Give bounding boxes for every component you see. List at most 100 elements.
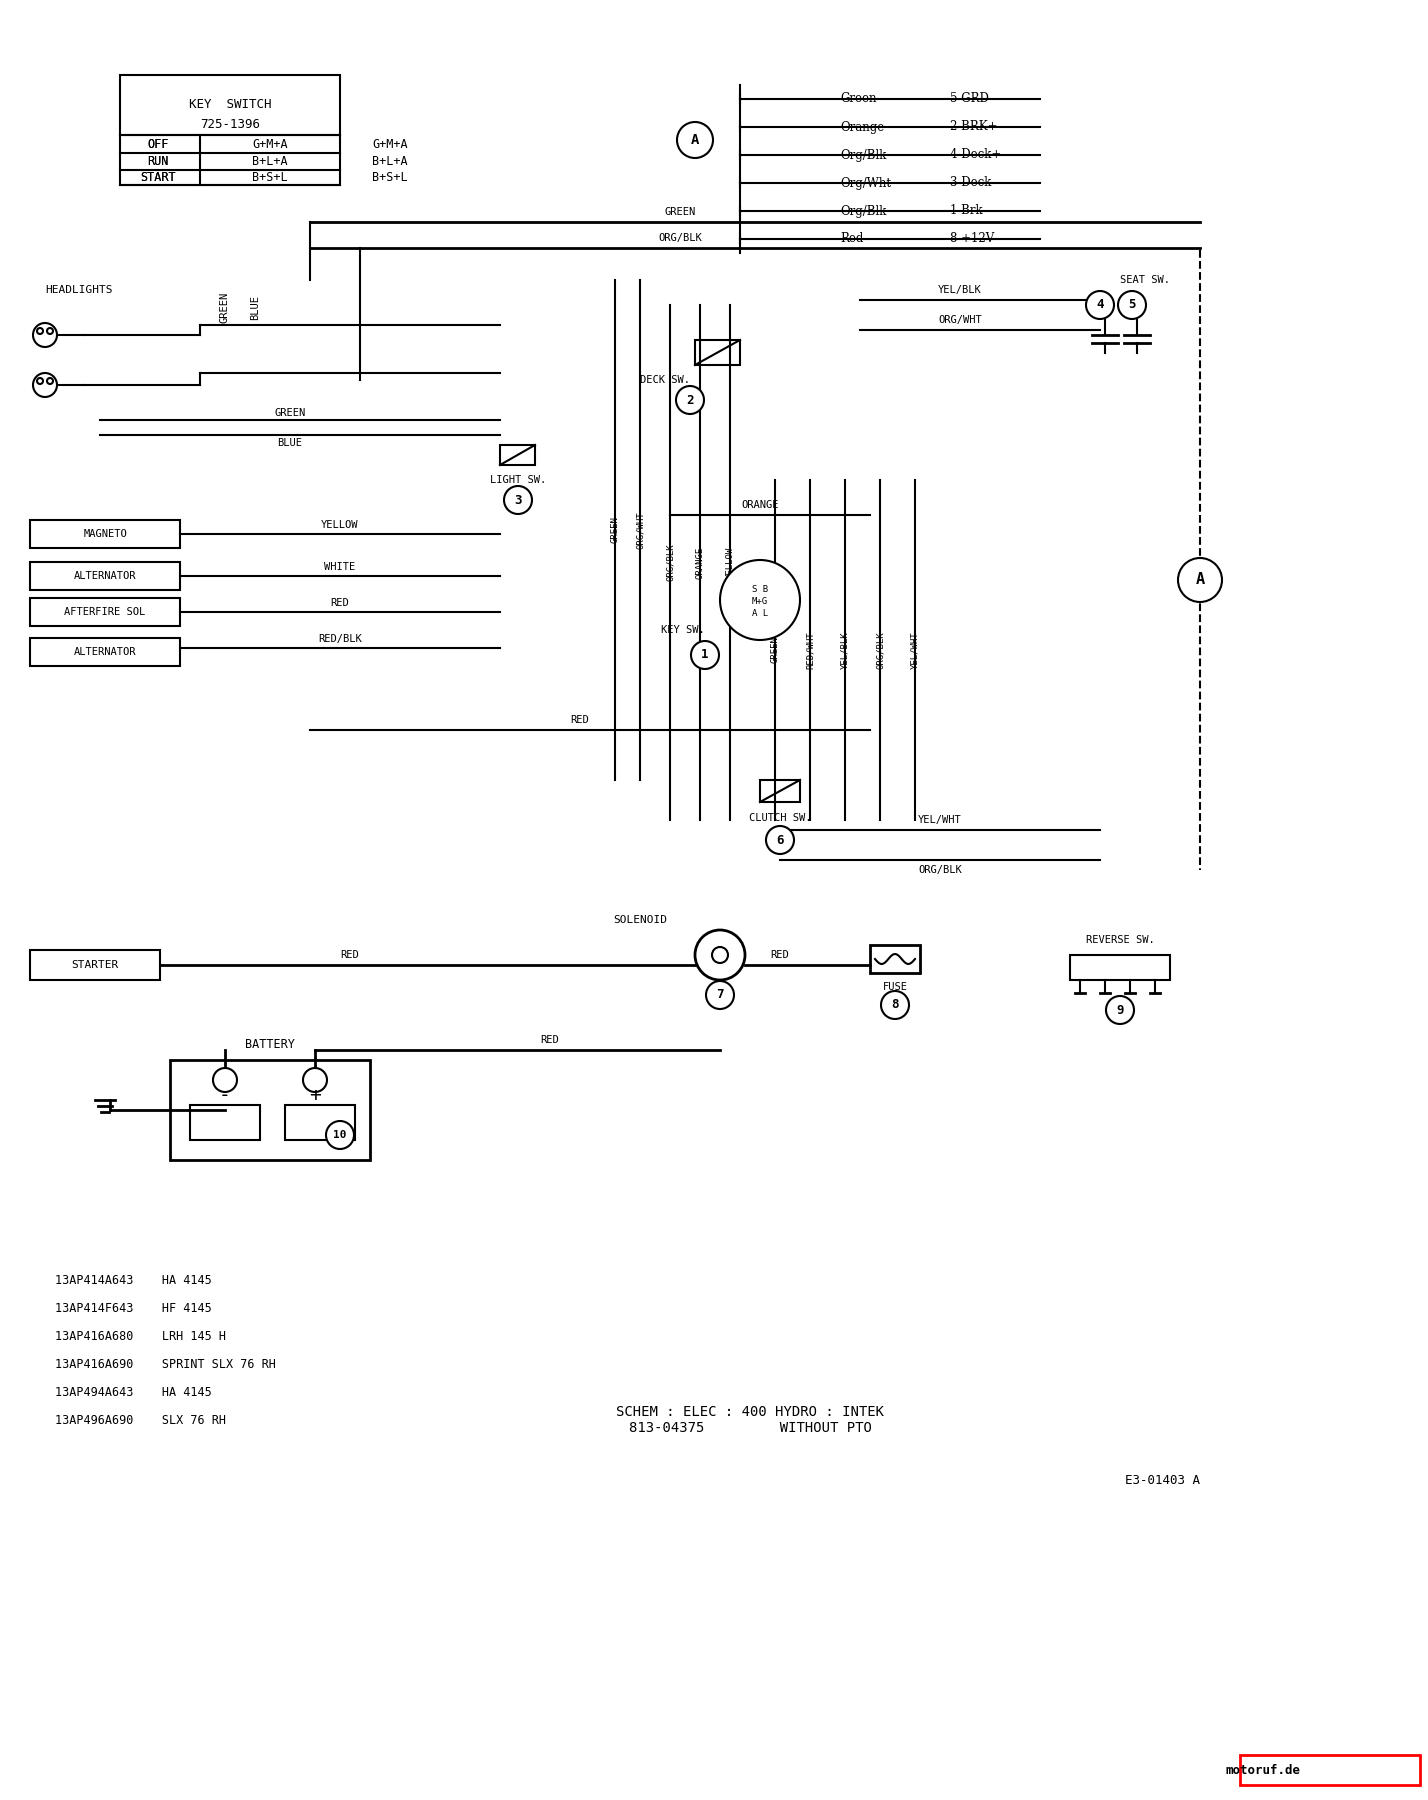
Circle shape [37,378,43,383]
Text: YEL/WHT: YEL/WHT [911,632,920,670]
Text: CLUTCH SW.: CLUTCH SW. [748,814,811,823]
Text: ORG/BLK: ORG/BLK [918,866,962,875]
Text: 13AP494A643    HA 4145: 13AP494A643 HA 4145 [56,1386,211,1399]
Text: YELLOW: YELLOW [725,547,734,578]
Circle shape [1178,558,1222,601]
Text: 1: 1 [701,648,708,662]
Text: 4 Deck+: 4 Deck+ [950,149,1001,162]
Text: RUN: RUN [147,155,169,167]
Text: DECK SW.: DECK SW. [640,374,690,385]
Circle shape [720,560,800,641]
Circle shape [303,1067,327,1093]
Text: OFF: OFF [147,137,169,151]
Bar [695,340,740,365]
Text: 13AP496A690    SLX 76 RH: 13AP496A690 SLX 76 RH [56,1413,226,1426]
Bar [30,950,160,979]
Circle shape [765,826,794,853]
Text: GREEN: GREEN [664,207,695,218]
Text: 8: 8 [891,999,898,1012]
Bar [30,598,180,626]
Text: BATTERY: BATTERY [246,1039,296,1051]
Circle shape [691,641,720,670]
Text: Green: Green [840,92,877,106]
Text: 5: 5 [1128,299,1135,311]
Text: RED/BLK: RED/BLK [318,634,361,644]
Text: G+M+A: G+M+A [253,137,288,151]
Text: RUN: RUN [147,155,169,167]
Circle shape [213,1067,237,1093]
Text: B+L+A: B+L+A [253,155,288,167]
Bar [286,1105,356,1139]
Text: SCHEM : ELEC : 400 HYDRO : INTEK
813-04375         WITHOUT PTO: SCHEM : ELEC : 400 HYDRO : INTEK 813-043… [615,1404,884,1435]
Text: M+G: M+G [753,598,768,607]
Circle shape [326,1121,354,1148]
Text: WHITE: WHITE [324,562,356,572]
Text: 3 Deck-: 3 Deck- [950,176,995,189]
Text: S B: S B [753,585,768,594]
Text: 1 Brk-: 1 Brk- [950,205,987,218]
Text: A: A [1195,572,1205,587]
Text: ALTERNATOR: ALTERNATOR [74,571,136,581]
Text: KEY SW.: KEY SW. [661,625,705,635]
Text: MAGNETO: MAGNETO [83,529,127,538]
Circle shape [37,328,43,335]
Bar [1070,956,1170,979]
Text: 6: 6 [777,833,784,846]
Text: YEL/BLK: YEL/BLK [841,632,850,670]
Text: 10: 10 [333,1130,347,1139]
Bar [30,637,180,666]
Text: GREEN: GREEN [274,409,306,418]
Text: Red: Red [840,232,864,245]
Bar [1240,1755,1419,1786]
Text: GREEN: GREEN [611,517,620,544]
Text: AFTERFIRE SOL: AFTERFIRE SOL [64,607,146,617]
Text: Org/Blk: Org/Blk [840,149,887,162]
Text: BLUE: BLUE [250,295,260,320]
Circle shape [881,992,910,1019]
Bar [500,445,536,464]
Text: ORG/WHT: ORG/WHT [635,511,644,549]
Text: YEL/WHT: YEL/WHT [918,815,962,824]
Text: RED: RED [331,598,350,608]
Circle shape [713,947,728,963]
Text: RED: RED [541,1035,560,1046]
Text: motoruf.de: motoruf.de [1225,1764,1299,1777]
Text: 725-1396: 725-1396 [200,119,260,131]
Text: ORANGE: ORANGE [741,500,778,509]
Text: Orange: Orange [840,121,884,133]
Text: ALTERNATOR: ALTERNATOR [74,646,136,657]
Circle shape [33,322,57,347]
Text: +: + [308,1085,321,1105]
Text: ORG/WHT: ORG/WHT [938,315,982,326]
Text: 8 +12V: 8 +12V [950,232,994,245]
Text: 2 BRK+: 2 BRK+ [950,121,998,133]
Text: B+L+A: B+L+A [373,155,408,167]
Text: SEAT SW.: SEAT SW. [1120,275,1170,284]
Text: START: START [140,171,176,184]
Circle shape [47,328,53,335]
Bar [30,562,180,590]
Text: Org/Blk: Org/Blk [840,205,887,218]
Text: G+M+A: G+M+A [373,137,408,151]
Bar [760,779,800,803]
Text: B+S+L: B+S+L [373,171,408,184]
Text: YEL/BLK: YEL/BLK [938,284,982,295]
Text: YELLOW: YELLOW [321,520,358,529]
Circle shape [675,385,704,414]
Text: -: - [218,1085,231,1105]
Text: HEADLIGHTS: HEADLIGHTS [46,284,113,295]
Text: 7: 7 [717,988,724,1001]
Text: Org/Wht: Org/Wht [840,176,891,189]
Text: A L: A L [753,610,768,619]
Text: BLUE: BLUE [277,437,303,448]
Circle shape [1087,292,1114,319]
Text: A: A [691,133,700,148]
Text: SOLENOID: SOLENOID [613,914,667,925]
Text: E3-01403 A: E3-01403 A [1125,1474,1200,1487]
Circle shape [695,931,745,979]
Text: RED: RED [771,950,790,959]
Text: ORANGE: ORANGE [695,547,704,578]
Text: 13AP414F643    HF 4145: 13AP414F643 HF 4145 [56,1301,211,1314]
Text: 2: 2 [687,394,694,407]
Text: 9: 9 [1117,1004,1124,1017]
